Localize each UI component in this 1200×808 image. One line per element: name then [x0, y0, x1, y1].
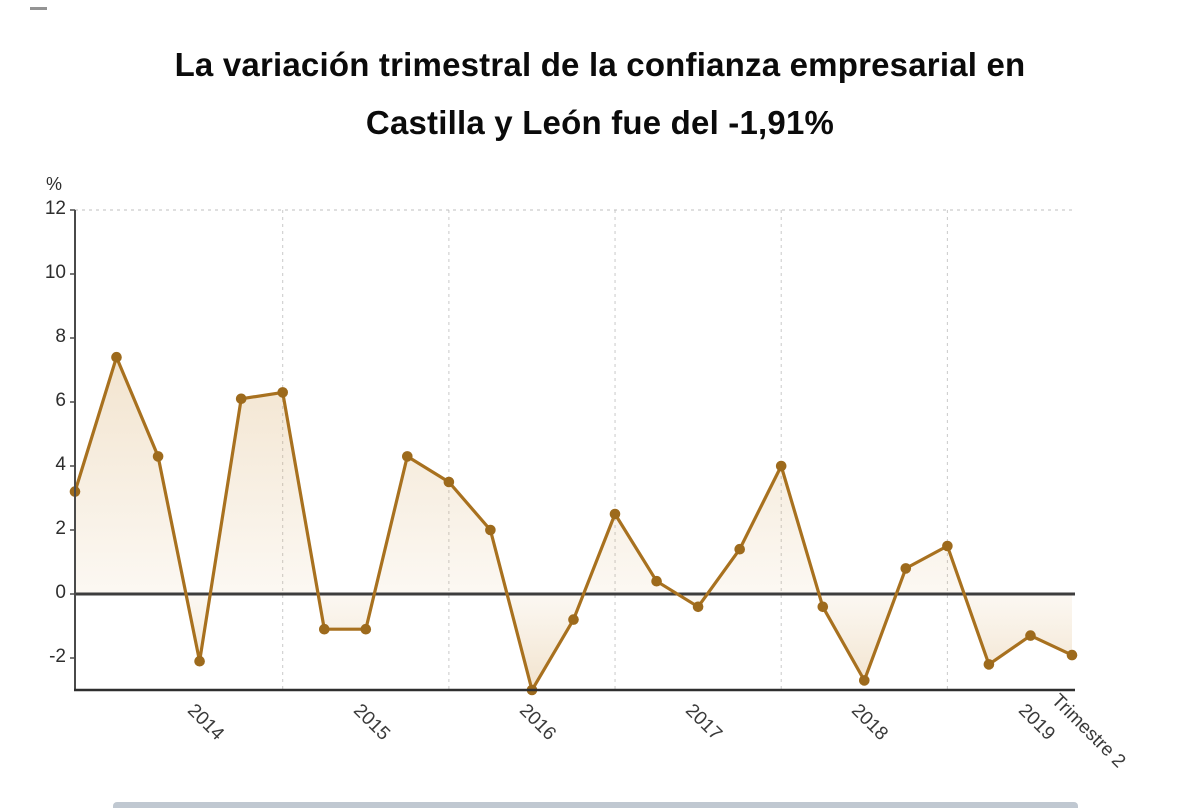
- top-left-dash: [30, 7, 47, 10]
- bottom-strip: [113, 802, 1078, 808]
- y-axis-unit-label: %: [45, 174, 62, 194]
- chart-title: La variación trimestral de la confianza …: [0, 36, 1200, 152]
- chart-title-line2: Castilla y León fue del -1,91%: [365, 104, 835, 141]
- chart-title-line1: La variación trimestral de la confianza …: [174, 46, 1026, 83]
